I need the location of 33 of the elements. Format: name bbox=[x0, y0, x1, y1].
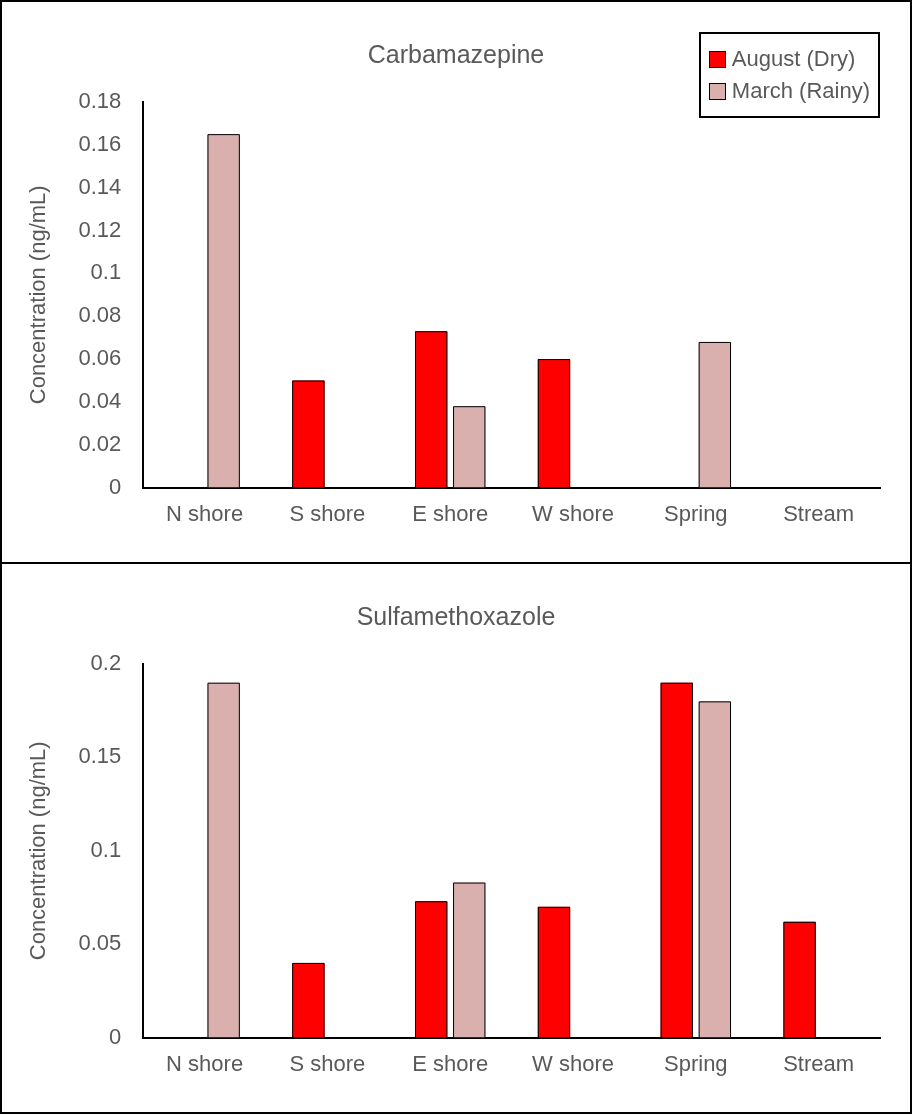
y-tick-label: 0.14 bbox=[78, 173, 122, 199]
legend-label: August (Dry) bbox=[731, 46, 856, 72]
x-tick-label: E shore bbox=[412, 1050, 489, 1076]
y-tick-label: 0.16 bbox=[78, 130, 122, 156]
y-tick-label: 0.04 bbox=[78, 387, 122, 413]
x-tick-label: E shore bbox=[412, 500, 489, 526]
x-tick-label: W shore bbox=[532, 1050, 614, 1076]
x-tick-label: W shore bbox=[532, 500, 614, 526]
x-tick-label: Stream bbox=[783, 500, 855, 526]
x-tick-label: N shore bbox=[166, 500, 244, 526]
x-tick-label: Stream bbox=[783, 1050, 855, 1076]
x-tick-label: S shore bbox=[289, 500, 366, 526]
y-tick-label: 0.06 bbox=[78, 345, 122, 371]
y-tick-label: 0.02 bbox=[78, 430, 122, 456]
y-tick-label: 0 bbox=[108, 1023, 122, 1049]
y-tick-label: 0.05 bbox=[78, 930, 122, 956]
y-tick-label: 0.12 bbox=[78, 216, 122, 242]
chart-title: Carbamazepine bbox=[367, 40, 545, 68]
x-tick-label: Spring bbox=[664, 1050, 728, 1076]
y-tick-label: 0.15 bbox=[78, 743, 122, 769]
y-tick-label: 0.08 bbox=[78, 302, 122, 328]
y-axis-title: Concentration (ng/mL) bbox=[25, 185, 51, 405]
y-tick-label: 0.2 bbox=[90, 650, 122, 676]
y-axis-title: Concentration (ng/mL) bbox=[25, 741, 51, 961]
x-tick-label: S shore bbox=[289, 1050, 366, 1076]
x-tick-label: N shore bbox=[166, 1050, 244, 1076]
chart-title: Sulfamethoxazole bbox=[355, 602, 557, 631]
x-tick-label: Spring bbox=[664, 500, 728, 526]
y-tick-label: 0 bbox=[108, 473, 122, 499]
legend-label: March (Rainy) bbox=[731, 78, 870, 104]
y-tick-label: 0.1 bbox=[90, 836, 122, 862]
y-tick-label: 0.1 bbox=[90, 259, 122, 285]
y-tick-label: 0.18 bbox=[78, 88, 122, 114]
